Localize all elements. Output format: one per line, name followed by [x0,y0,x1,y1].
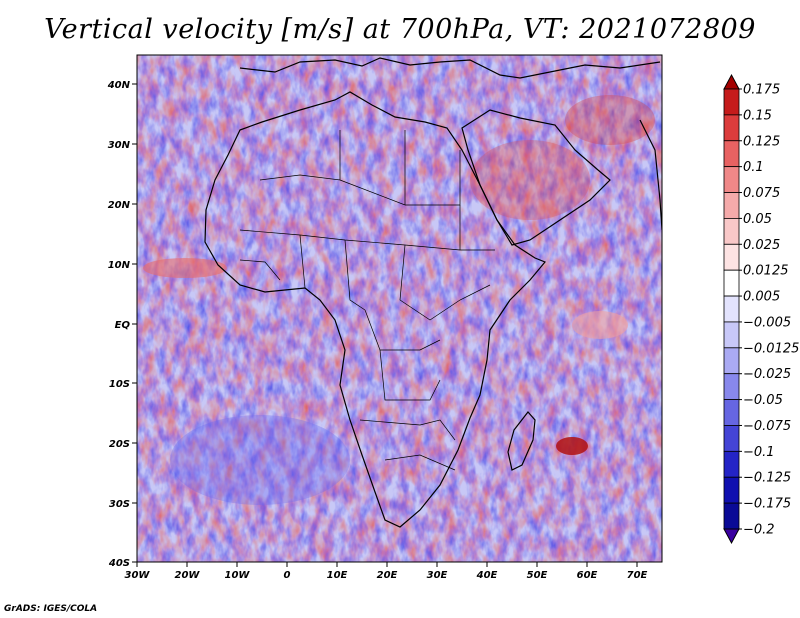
colorbar-label: 0.1 [743,160,764,175]
colorbar-label: 0.025 [743,238,780,253]
colorbar-top-arrow [723,73,740,90]
x-tick-label: 50E [527,570,548,581]
colorbar-label: −0.005 [743,315,791,330]
colorbar-swatch [723,269,740,297]
colorbar-swatch [723,166,740,193]
y-tick-label: EQ [115,320,131,331]
x-tick-label: 20E [377,570,398,581]
feature-south-atlantic-blue [170,415,350,505]
feature-iran-red [565,95,655,145]
coastlines [204,57,662,528]
colorbar-swatch [723,192,740,219]
velocity-field [137,55,662,562]
colorbar-swatch [723,399,740,426]
colorbar-bottom-arrow [723,528,740,545]
x-tick-label: 10W [225,570,251,581]
x-tick-label: 30W [125,570,151,581]
colorbar-swatch [723,347,740,375]
colorbar-label: −0.075 [743,419,791,434]
colorbar-label: −0.125 [743,471,791,486]
x-tick-label: 10E [327,570,348,581]
feature-arabia-red [470,140,590,220]
colorbar-swatch [723,450,740,478]
colorbar-label: 0.125 [743,134,780,149]
chart-title: Vertical velocity [m/s] at 700hPa, VT: 2… [44,14,756,45]
colorbar-swatch [723,425,740,452]
colorbar-swatch [723,88,740,116]
colorbar-swatch [723,321,740,349]
colorbar-swatch [723,218,740,245]
africa-coastline [204,91,546,528]
colorbar-swatch [723,114,740,142]
colorbar: 0.175 0.15 0.125 0.1 0.075 0.05 0.025 0.0125 0.0… [723,73,799,545]
colorbar-label: 0.15 [743,108,772,123]
colorbar-label: −0.1 [743,445,775,460]
y-axis: 40N 30N 20N 10N EQ 10S 20S 30S 40S [107,80,137,569]
madagascar-coastline [507,411,536,471]
y-tick-label: 40N [107,80,131,91]
colorbar-label: −0.025 [743,367,791,382]
arabia-coastline [461,109,611,246]
y-tick-label: 30S [109,499,130,510]
colorbar-swatch [723,502,740,530]
feature-indian-ocean-swirl [572,311,628,339]
credit-text: GrADS: IGES/COLA [4,604,98,614]
colorbar-label: −0.175 [743,497,791,512]
colorbar-swatch [723,295,740,323]
colorbar-label: 0.175 [743,83,780,98]
plot-frame [136,54,663,563]
y-tick-label: 20S [109,439,130,450]
x-tick-label: 70E [627,570,648,581]
india-coastline [639,119,662,231]
colorbar-label: −0.0125 [743,341,799,356]
x-tick-label: 0 [284,570,291,581]
colorbar-label: −0.05 [743,393,783,408]
y-tick-label: 30N [108,140,131,151]
colorbar-swatch [723,476,740,504]
colorbar-label: 0.075 [743,186,780,201]
x-tick-label: 30E [427,570,448,581]
y-tick-label: 10S [109,379,130,390]
y-tick-label: 40S [108,558,130,569]
x-tick-label: 40E [476,570,498,581]
x-tick-label: 60E [577,570,598,581]
x-tick-label: 20W [175,570,201,581]
colorbar-swatch [723,243,740,271]
country-borders [239,130,495,471]
colorbar-label: −0.2 [743,523,775,538]
feature-atlantic-red-band [143,258,227,278]
feature-cyclone-red [556,437,588,455]
europe-coastline [239,57,661,79]
colorbar-swatch [723,140,740,168]
colorbar-label: 0.05 [743,212,772,227]
y-tick-label: 20N [108,200,131,211]
colorbar-label: 0.0125 [743,264,789,279]
colorbar-swatch [723,373,740,400]
y-tick-label: 10N [108,260,131,271]
colorbar-label: 0.005 [743,290,780,305]
x-axis: 30W 20W 10W 0 10E 20E 30E 40E 50E 60E 70… [125,562,648,581]
